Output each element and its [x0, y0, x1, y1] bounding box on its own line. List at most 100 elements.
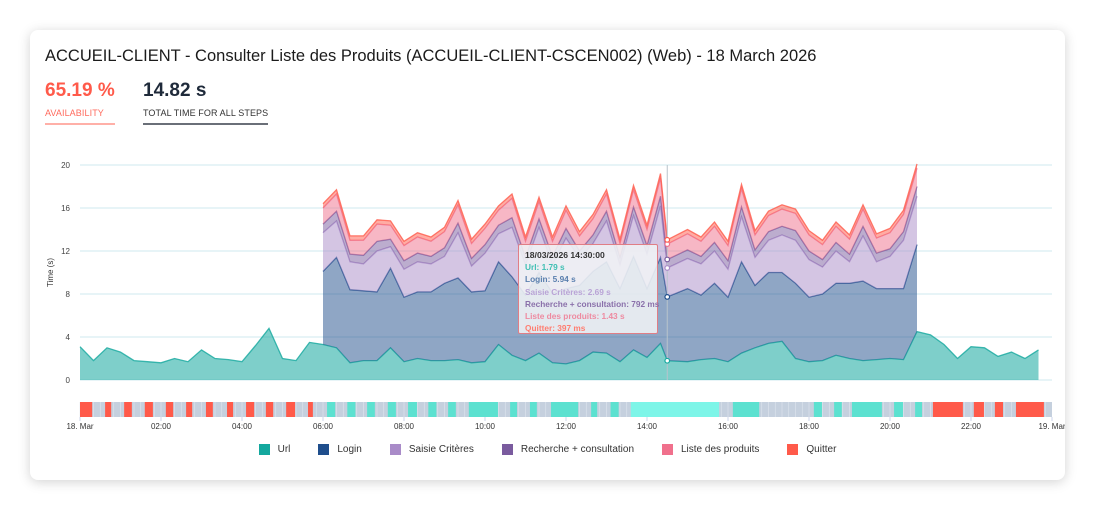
availability-segment-failed: [124, 402, 132, 417]
hover-point-marker: [664, 265, 671, 271]
tooltip-time: 18/03/2026 14:30:00: [525, 250, 605, 260]
availability-segment-success: [813, 402, 822, 417]
legend-label: Liste des produits: [681, 444, 760, 455]
y-tick-label: 0: [66, 376, 71, 385]
legend-label: Quitter: [806, 444, 837, 455]
legend-swatch: [318, 444, 330, 455]
area-url: [80, 328, 1039, 380]
legend-label: Login: [337, 444, 362, 455]
availability-segment-success: [468, 402, 498, 417]
y-tick-label: 4: [66, 333, 71, 342]
tooltip-quitter: Quitter: 397 ms: [525, 323, 586, 334]
availability-segment-failed: [308, 402, 313, 417]
y-axis-label: Time (s): [46, 258, 55, 287]
y-tick-label: 12: [61, 247, 70, 256]
line-quitter: [322, 163, 918, 243]
availability-segment-success: [834, 402, 842, 417]
legend-swatch: [258, 444, 270, 455]
availability-segment-failed: [246, 402, 255, 417]
y-tick-label: 16: [61, 204, 70, 213]
x-tick-label: 18. Mar: [66, 422, 93, 431]
x-tick-label: 10:00: [475, 422, 496, 431]
availability-segment-failed: [144, 402, 153, 417]
area-saisie-crit-res: [323, 196, 917, 298]
availability-segment-failed: [994, 402, 1003, 417]
legend-item-login[interactable]: Login: [318, 444, 362, 455]
legend-swatch: [662, 444, 673, 455]
chart-card: ACCUEIL-CLIENT - Consulter Liste des Pro…: [30, 30, 1065, 480]
availability-segment-success: [591, 402, 598, 417]
x-tick-label: 16:00: [718, 422, 739, 431]
hover-point-marker: [664, 294, 671, 300]
availability-metric: 65.19 % AVAILABILITY: [45, 80, 115, 125]
x-tick-label: 19. Mar: [1038, 422, 1065, 431]
availability-segment-success: [894, 402, 903, 417]
total-time-value: 14.82 s: [143, 80, 207, 101]
tooltip-login: Login: 5.94 s: [525, 274, 576, 285]
chart-legend: Url Login Saisie Critères Recherche + consu…: [30, 444, 1065, 455]
x-tick-label: 08:00: [394, 422, 415, 431]
availability-segment-success: [347, 402, 356, 417]
availability-segment-success: [367, 402, 375, 417]
availability-segment-failed: [186, 402, 193, 417]
availability-segment-failed: [932, 402, 963, 417]
availability-segment-success: [851, 402, 882, 417]
total-time-metric: 14.82 s TOTAL TIME FOR ALL STEPS: [143, 80, 269, 125]
legend-label: Recherche + consultation: [520, 444, 634, 455]
availability-segment-success: [915, 402, 922, 417]
x-tick-label: 04:00: [232, 422, 253, 431]
availability-segment-success: [529, 402, 537, 417]
tooltip-recherche: Recherche + consultation: 792 ms: [525, 298, 660, 309]
legend-item-quitter[interactable]: Quitter: [787, 444, 836, 455]
hover-point-marker: [664, 236, 671, 243]
legend-item-recherche-consultation[interactable]: Recherche + consultation: [501, 444, 634, 455]
availability-value: 65.19 %: [45, 80, 115, 101]
legend-swatch: [389, 444, 401, 455]
page-title: ACCUEIL-CLIENT - Consulter Liste des Pro…: [45, 47, 817, 65]
x-tick-label: 14:00: [637, 422, 658, 431]
availability-segment-partial: [630, 402, 720, 417]
availability-segment-success: [551, 402, 579, 417]
availability-segment-success: [448, 402, 456, 417]
tooltip-url: Url: 1.79 s: [525, 262, 565, 273]
time-chart[interactable]: 0 4 8 12 16 20 Time (s) 18. Mar 02:00 04:00 06:00 0…: [30, 30, 1065, 440]
availability-segment-success: [428, 402, 437, 417]
chart-tooltip: 18/03/2026 14:30:00 Url: 1.79 s Login: 5…: [518, 244, 660, 334]
availability-segment-success: [327, 402, 336, 417]
availability-segment-success: [387, 402, 396, 417]
legend-label: Saisie Critères: [408, 444, 474, 455]
total-time-label[interactable]: TOTAL TIME FOR ALL STEPS: [143, 108, 269, 125]
x-tick-label: 20:00: [880, 422, 901, 431]
legend-item-saisie-crit-res[interactable]: Saisie Critères: [389, 444, 474, 455]
availability-segment-failed: [1015, 402, 1044, 417]
x-tick-label: 02:00: [151, 422, 172, 431]
availability-segment-failed: [80, 402, 93, 417]
availability-segment-failed: [105, 402, 112, 417]
legend-item-url[interactable]: Url: [258, 444, 291, 455]
availability-segment-failed: [286, 402, 296, 417]
x-tick-label: 18:00: [799, 422, 820, 431]
availability-segment-failed: [227, 402, 234, 417]
tooltip-liste: Liste des produits: 1.43 s: [525, 311, 625, 322]
availability-segment-success: [408, 402, 417, 417]
availability-segment-failed: [165, 402, 174, 417]
availability-segment-success: [510, 402, 517, 417]
availability-segment-failed: [205, 402, 213, 417]
x-tick-label: 12:00: [556, 422, 577, 431]
availability-label[interactable]: AVAILABILITY: [45, 108, 115, 125]
x-tick-label: 22:00: [961, 422, 982, 431]
availability-segment-success: [732, 402, 760, 417]
x-tick-label: 06:00: [313, 422, 334, 431]
y-tick-label: 20: [61, 161, 70, 170]
hover-point-marker: [664, 256, 671, 263]
y-tick-label: 8: [66, 290, 71, 299]
availability-segment-success: [610, 402, 619, 417]
tooltip-saisie: Saisie Critères: 2.69 s: [525, 286, 611, 297]
legend-item-liste-des-produits[interactable]: Liste des produits: [662, 444, 759, 455]
legend-label: Url: [277, 444, 291, 455]
legend-swatch: [787, 444, 799, 455]
legend-swatch: [501, 444, 513, 455]
availability-segment-failed: [265, 402, 274, 417]
availability-segment-failed: [973, 402, 984, 417]
hover-point-marker: [664, 357, 671, 364]
